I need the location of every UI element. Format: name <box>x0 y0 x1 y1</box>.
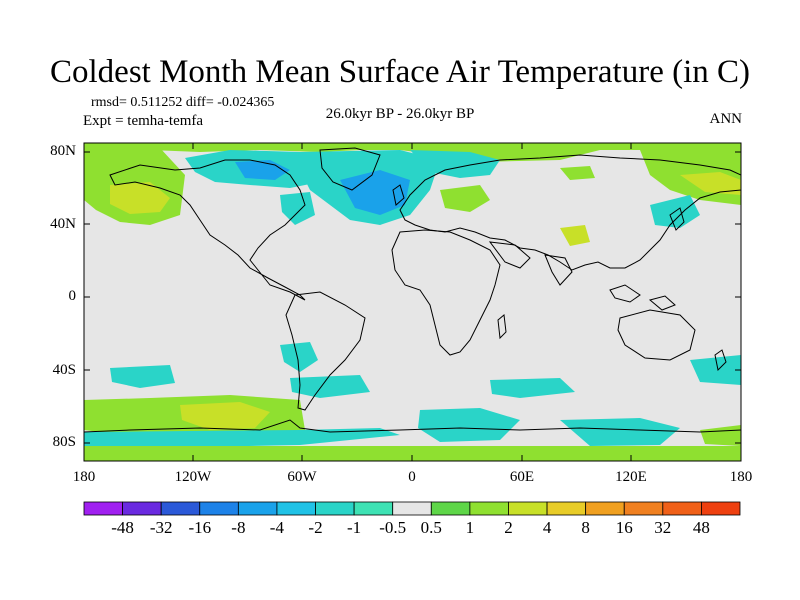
colorbar-label: -2 <box>308 518 323 537</box>
colorbar-label: 16 <box>615 518 633 537</box>
anomaly-patch <box>290 375 370 398</box>
colorbar-label: 2 <box>504 518 513 537</box>
period-line: 26.0kyr BP - 26.0kyr BP <box>325 106 475 122</box>
anomaly-patch <box>490 378 575 398</box>
lon-tick-180e: 180 <box>729 469 753 485</box>
colorbar-swatch <box>701 501 741 516</box>
colorbar-label: -0.5 <box>379 518 407 537</box>
colorbar-swatch <box>430 501 471 516</box>
coastlines <box>84 147 741 433</box>
anomaly-patch <box>110 365 175 388</box>
lat-tick-80n: 80N <box>50 143 76 159</box>
colorbar-label: 8 <box>581 518 590 537</box>
colorbar-label: 4 <box>542 518 552 537</box>
colorbar-swatch <box>276 501 316 516</box>
colorbar-label: -48 <box>111 518 134 537</box>
anomaly-patch <box>560 225 590 246</box>
colorbar-label: 32 <box>654 518 672 537</box>
colorbar-swatch <box>508 501 548 516</box>
lon-tick-180w: 180 <box>72 469 96 485</box>
colorbar-swatch <box>392 501 432 516</box>
anomaly-patch <box>690 355 741 385</box>
colorbar-label: 48 <box>692 518 710 537</box>
anomaly-patch <box>280 342 318 372</box>
anomaly-field <box>84 143 741 461</box>
colorbar-swatch <box>353 501 394 516</box>
anomaly-patch <box>280 192 315 225</box>
lon-tick-120e: 120E <box>615 469 647 485</box>
lat-tick-40s: 40S <box>52 362 76 378</box>
lon-tick-60e: 60E <box>509 469 535 485</box>
anomaly-patch <box>180 402 270 430</box>
season-label: ANN <box>709 111 743 127</box>
lat-tick-40n: 40N <box>50 216 76 232</box>
anomaly-patch <box>560 418 680 446</box>
lon-tick-60w: 60W <box>287 469 317 485</box>
anomaly-patch <box>410 150 500 178</box>
lat-tick-80s: 80S <box>52 434 76 450</box>
colorbar-label: -4 <box>269 518 284 537</box>
colorbar-label: 1 <box>465 518 475 537</box>
chart-title: Coldest Month Mean Surface Air Temperatu… <box>50 54 750 90</box>
colorbar-label: -16 <box>188 518 212 537</box>
lon-tick-120w: 120W <box>174 469 212 485</box>
colorbar-swatch <box>546 501 587 516</box>
anomaly-patch <box>235 160 290 180</box>
colorbar-swatch <box>315 501 355 516</box>
colorbar <box>83 501 741 516</box>
anomaly-patch <box>84 428 400 448</box>
experiment-line: Expt = temha-temfa <box>83 113 204 129</box>
anomaly-patch <box>560 166 595 180</box>
colorbar-swatch <box>237 501 278 516</box>
anomaly-patch <box>680 172 741 195</box>
colorbar-swatch <box>623 501 664 516</box>
anomaly-patch <box>440 185 490 212</box>
colorbar-swatch <box>199 501 239 516</box>
stats-line: rmsd= 0.511252 diff= -0.024365 <box>91 95 275 110</box>
anomaly-patch <box>110 182 170 214</box>
colorbar-swatch <box>83 501 123 516</box>
colorbar-swatch <box>122 501 162 516</box>
anomaly-patch <box>340 170 410 215</box>
lat-tick-0: 0 <box>68 288 77 304</box>
colorbar-label: -1 <box>347 518 362 537</box>
colorbar-swatch <box>585 501 625 516</box>
colorbar-label: -8 <box>231 518 246 537</box>
colorbar-swatch <box>662 501 702 516</box>
colorbar-swatch <box>469 501 509 516</box>
colorbar-label: 0.5 <box>420 518 442 537</box>
colorbar-label: -32 <box>149 518 173 537</box>
anomaly-patch <box>84 446 741 461</box>
lon-tick-0: 0 <box>408 469 416 485</box>
axis-ticks <box>84 143 741 461</box>
colorbar-swatch <box>160 501 201 516</box>
anomaly-patch <box>84 143 741 162</box>
anomaly-patch <box>418 408 520 442</box>
